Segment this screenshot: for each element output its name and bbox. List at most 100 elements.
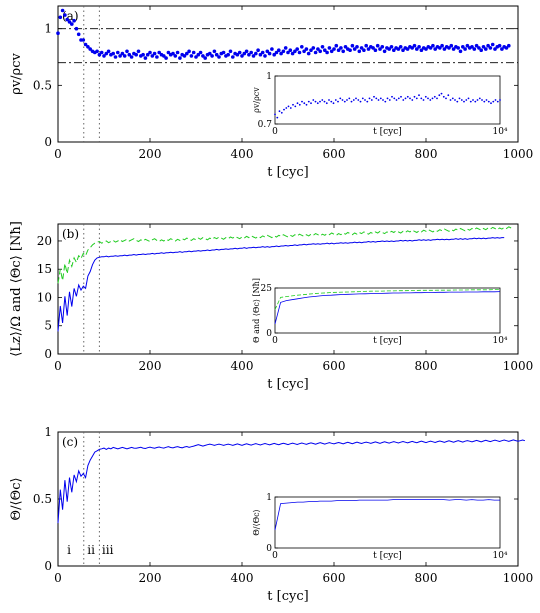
data-point [300, 45, 304, 49]
data-point [325, 51, 329, 55]
inset-data-point [335, 99, 337, 101]
inset-x-axis-label: t [cyc] [373, 127, 402, 137]
data-point [348, 48, 352, 52]
panel-b: 0200400600800100005101520t [cyc]⟨Lz⟩/Ω a… [9, 221, 533, 392]
y-tick-label: 1 [44, 22, 52, 36]
inset-data-point [333, 102, 335, 104]
data-point [463, 47, 467, 51]
inset-x-tick-label: 10⁴ [492, 551, 507, 561]
data-point [268, 52, 272, 56]
inset-data-point [360, 101, 362, 103]
data-point [176, 51, 180, 55]
inset-data-point [387, 98, 389, 100]
inset-data-point [274, 114, 276, 116]
inset-data-point [391, 96, 393, 98]
inset-data-point [488, 101, 490, 103]
data-point [153, 52, 157, 56]
data-point [381, 45, 385, 49]
data-point [210, 54, 214, 58]
inset-y-tick-label: 0 [266, 544, 272, 554]
data-point [335, 44, 339, 48]
inset-x-tick-label: 0 [272, 336, 278, 346]
data-point [489, 46, 493, 50]
data-point [498, 44, 502, 48]
data-point [374, 48, 378, 52]
inset-data-point [407, 96, 409, 98]
inset-data-point [355, 98, 357, 100]
inset-data-point [398, 98, 400, 100]
inset-data-point [344, 101, 346, 103]
inset-y-tick-label: 25 [261, 284, 273, 294]
data-point [178, 56, 182, 60]
y-tick-label: 1 [44, 425, 52, 439]
inset-data-point [465, 99, 467, 101]
inset-data-point [292, 104, 294, 106]
data-point [473, 47, 477, 51]
panel-a: 0200400600800100000.51t [cyc]ρv/ρcv(a)01… [9, 6, 533, 180]
inset-data-point [497, 101, 499, 103]
inset-data-point [380, 98, 382, 100]
panel-label: (c) [62, 435, 78, 449]
x-tick-label: 600 [323, 359, 346, 373]
inset-data-point [486, 99, 488, 101]
data-point [111, 52, 115, 56]
data-point [63, 13, 67, 17]
region-label-ii: ii [87, 543, 95, 557]
x-tick-label: 0 [54, 147, 62, 161]
data-point [399, 45, 403, 49]
x-tick-label: 800 [415, 571, 438, 585]
data-point [263, 54, 267, 58]
data-point [261, 51, 265, 55]
inset-data-point [495, 99, 497, 101]
y-axis-label: ⟨Lz⟩/Ω and ⟨Θc⟩ [Nħ] [9, 221, 24, 357]
inset-data-point [483, 101, 485, 103]
inset-data-point [414, 96, 416, 98]
inset-data-point [369, 98, 371, 100]
data-point [358, 50, 362, 54]
data-point [328, 46, 332, 50]
data-point [339, 46, 343, 50]
inset-data-point [384, 101, 386, 103]
region-label-i: i [67, 543, 71, 557]
x-tick-label: 200 [139, 571, 162, 585]
x-axis-label: t [cyc] [267, 377, 308, 392]
inset-frame [275, 288, 500, 333]
y-tick-label: 0 [44, 559, 52, 573]
data-point [459, 50, 463, 54]
inset-data-point [303, 102, 305, 104]
inset-data-point [297, 102, 299, 104]
data-point [298, 51, 302, 55]
inset-data-point [461, 99, 463, 101]
inset-data-point [481, 99, 483, 101]
data-point [450, 44, 454, 48]
data-point [203, 56, 207, 60]
panel-c: 0200400600800100000.51t [cyc]Θ/⟨Θc⟩(c)ii… [9, 425, 533, 604]
data-point [351, 44, 355, 48]
inset-data-point [283, 109, 285, 111]
inset-a: 010⁴0.71t [cyc]ρv/ρcv [252, 72, 508, 137]
inset-data-point [353, 99, 355, 101]
inset-data-point [456, 101, 458, 103]
inset-data-point [389, 99, 391, 101]
data-point [61, 9, 65, 13]
inset-data-point [429, 99, 431, 101]
y-tick-label: 0.5 [33, 492, 52, 506]
inset-data-point [400, 96, 402, 98]
x-tick-label: 800 [415, 359, 438, 373]
data-point [190, 54, 194, 58]
inset-data-point [312, 99, 314, 101]
data-point [245, 50, 249, 54]
inset-x-axis-label: t [cyc] [373, 336, 402, 346]
inset-data-point [342, 99, 344, 101]
data-point [199, 51, 203, 55]
data-point [284, 46, 288, 50]
inset-data-point [324, 101, 326, 103]
data-point [383, 50, 387, 54]
inset-data-point [285, 107, 287, 109]
data-point [222, 51, 226, 55]
x-tick-label: 1000 [503, 147, 534, 161]
inset-data-point [378, 99, 380, 101]
inset-data-point [490, 102, 492, 104]
data-point [137, 50, 141, 54]
inset-data-point [425, 96, 427, 98]
